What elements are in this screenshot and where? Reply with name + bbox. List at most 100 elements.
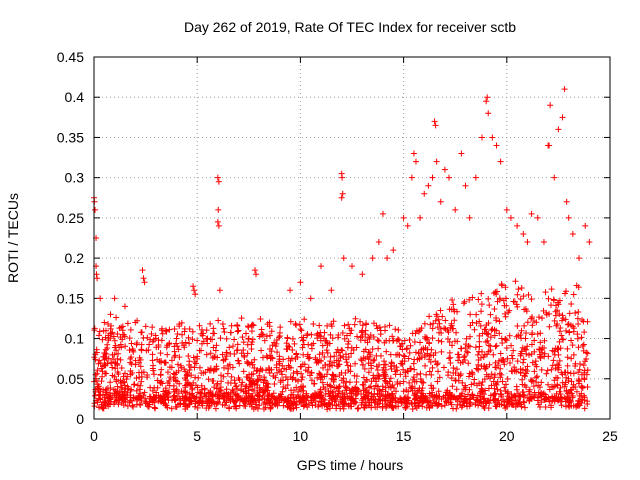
data-point: [372, 403, 379, 410]
data-point-peak: [520, 230, 527, 237]
data-point: [529, 322, 536, 329]
data-point-peak: [489, 134, 496, 141]
data-point: [541, 397, 548, 404]
data-point: [295, 393, 302, 400]
data-point: [529, 314, 536, 321]
data-point: [493, 381, 500, 388]
data-point: [197, 394, 204, 401]
data-point: [429, 335, 436, 342]
data-point: [514, 303, 521, 310]
data-point: [359, 328, 366, 335]
data-point: [119, 384, 126, 391]
data-point: [497, 350, 504, 357]
data-point: [215, 399, 222, 406]
data-point: [522, 329, 529, 336]
data-point: [172, 352, 179, 359]
data-point: [520, 293, 527, 300]
data-point: [389, 395, 396, 402]
data-point: [122, 394, 129, 401]
data-point-peak: [390, 247, 397, 254]
data-point: [213, 342, 220, 349]
data-point: [142, 323, 149, 330]
data-point: [245, 323, 252, 330]
data-point: [231, 350, 238, 357]
data-point: [485, 295, 492, 302]
y-tick-label: 0.25: [57, 210, 84, 226]
data-point: [508, 342, 515, 349]
data-point: [446, 355, 453, 362]
data-point: [196, 322, 203, 329]
data-point: [563, 388, 570, 395]
data-point: [172, 377, 179, 384]
data-point: [559, 379, 566, 386]
data-point: [357, 337, 364, 344]
data-point-peak: [432, 122, 439, 129]
data-point: [340, 375, 347, 382]
data-point: [316, 371, 323, 378]
data-point: [467, 401, 474, 408]
data-point: [482, 387, 489, 394]
data-point: [549, 347, 556, 354]
data-point: [466, 396, 473, 403]
data-point: [330, 372, 337, 379]
data-point: [184, 373, 191, 380]
data-point-peak: [369, 255, 376, 262]
data-point: [441, 402, 448, 409]
data-point: [335, 388, 342, 395]
data-point: [392, 371, 399, 378]
data-point: [134, 382, 141, 389]
data-point: [523, 384, 530, 391]
data-point: [311, 380, 318, 387]
data-point: [436, 320, 443, 327]
data-point: [432, 349, 439, 356]
data-point: [540, 390, 547, 397]
y-tick-label: 0.15: [57, 290, 84, 306]
data-point: [128, 340, 135, 347]
data-point: [94, 385, 101, 392]
data-point: [293, 351, 300, 358]
data-point: [453, 329, 460, 336]
data-point: [263, 353, 270, 360]
data-point: [136, 359, 143, 366]
data-point: [196, 364, 203, 371]
data-point: [149, 338, 156, 345]
data-point: [259, 331, 266, 338]
data-point: [278, 368, 285, 375]
data-point: [566, 310, 573, 317]
data-point: [292, 376, 299, 383]
data-point: [435, 395, 442, 402]
data-point: [411, 366, 418, 373]
data-point: [522, 335, 529, 342]
data-point-peak: [214, 174, 221, 181]
data-point: [149, 357, 156, 364]
data-point: [268, 366, 275, 373]
data-point: [331, 376, 338, 383]
data-point: [280, 402, 287, 409]
data-point: [308, 377, 315, 384]
data-point-peak: [483, 98, 490, 105]
data-point: [138, 341, 145, 348]
data-point: [210, 367, 217, 374]
data-point: [267, 355, 274, 362]
data-point: [453, 405, 460, 412]
data-point: [372, 374, 379, 381]
data-point: [308, 331, 315, 338]
data-point: [426, 368, 433, 375]
data-point: [387, 375, 394, 382]
data-point: [294, 354, 301, 361]
data-point: [138, 329, 145, 336]
data-point: [133, 375, 140, 382]
data-point: [411, 356, 418, 363]
data-point: [155, 343, 162, 350]
data-point-peak: [410, 150, 417, 157]
data-point: [579, 385, 586, 392]
data-point: [466, 296, 473, 303]
data-point: [304, 404, 311, 411]
data-point: [466, 333, 473, 340]
data-point: [326, 361, 333, 368]
data-point: [164, 379, 171, 386]
data-point: [298, 376, 305, 383]
data-point: [152, 405, 159, 412]
data-point: [374, 401, 381, 408]
data-point: [567, 387, 574, 394]
